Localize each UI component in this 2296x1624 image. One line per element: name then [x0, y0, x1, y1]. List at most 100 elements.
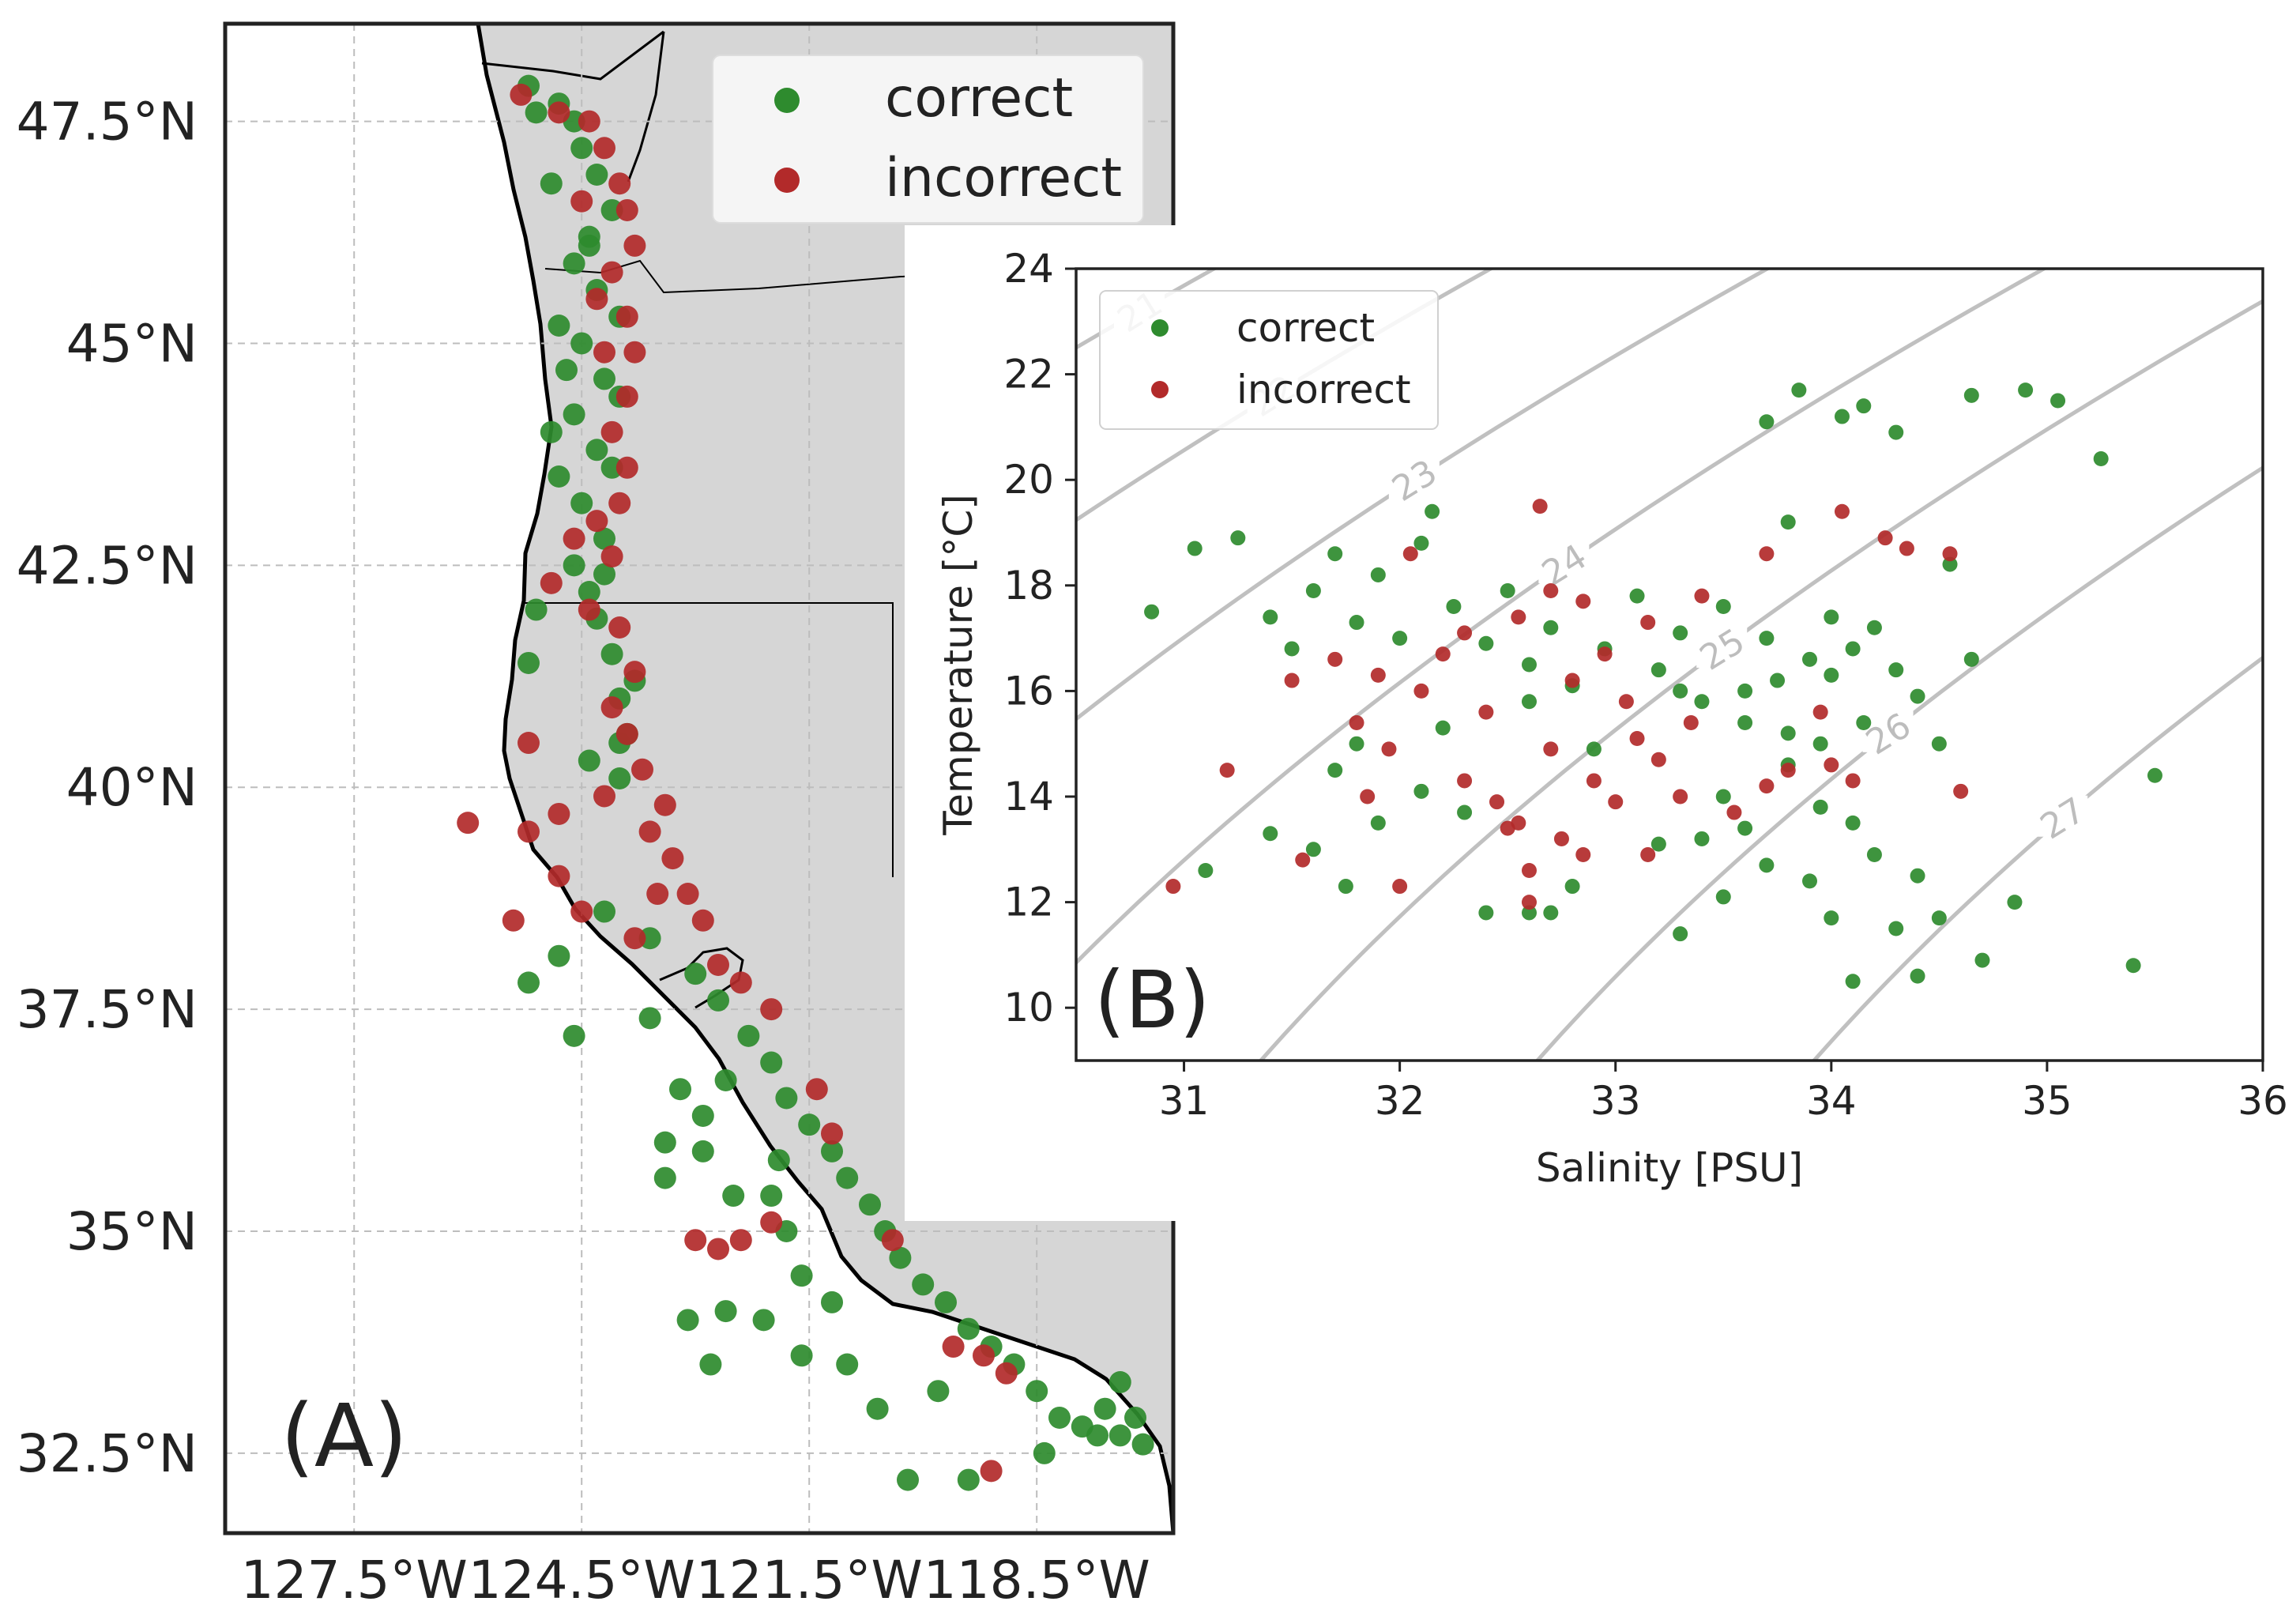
ts-point-correct	[1715, 789, 1731, 804]
map-point-incorrect	[760, 998, 783, 1021]
ts-point-correct	[2147, 767, 2162, 783]
ts-point-correct	[1845, 974, 1861, 989]
ts-points	[1144, 382, 2162, 989]
ts-point-correct	[1910, 688, 1925, 704]
map-y-tick-label: 32.5°N	[17, 1423, 198, 1484]
map-point-incorrect	[760, 1211, 783, 1234]
ts-point-incorrect	[1780, 763, 1796, 778]
ts-point-correct	[1543, 905, 1559, 921]
map-tick-labels: 127.5°W 124.5°W 121.5°W 118.5°W 47.5°N 45°N 42…	[17, 92, 1150, 1611]
ts-point-incorrect	[1457, 625, 1473, 641]
ts-point-correct	[1824, 667, 1839, 683]
ts-point-incorrect	[1543, 582, 1559, 598]
ts-point-correct	[1673, 683, 1688, 699]
map-point-incorrect	[600, 420, 623, 443]
ts-point-incorrect	[1824, 757, 1839, 773]
map-y-tick-label: 45°N	[66, 313, 198, 374]
map-point-correct	[608, 767, 631, 789]
ts-point-incorrect	[1953, 783, 1969, 799]
ts-point-correct	[1888, 662, 1904, 678]
map-point-correct	[578, 581, 600, 604]
map-point-correct	[790, 1264, 813, 1287]
ts-y-tick-label: 22	[1003, 352, 1054, 398]
map-point-correct	[714, 1300, 737, 1323]
map-legend: correct incorrect	[712, 55, 1144, 224]
map-point-correct	[1124, 1406, 1146, 1429]
map-point-incorrect	[973, 1344, 995, 1367]
isopycnal-line	[1534, 465, 2263, 1061]
map-point-correct	[593, 527, 615, 550]
map-point-incorrect	[600, 545, 623, 568]
map-y-tick-label: 40°N	[66, 757, 198, 818]
map-point-correct	[684, 963, 707, 985]
map-point-incorrect	[942, 1336, 965, 1358]
ts-point-incorrect	[1521, 863, 1537, 879]
ts-point-correct	[2125, 958, 2141, 974]
ts-point-incorrect	[1759, 546, 1775, 562]
ts-point-incorrect	[1295, 852, 1311, 868]
map-point-correct	[563, 1024, 585, 1047]
map-point-correct	[798, 1113, 821, 1136]
ts-point-incorrect	[1608, 794, 1624, 810]
map-point-correct	[1033, 1441, 1056, 1464]
ts-y-tick-label: 12	[1003, 880, 1054, 925]
map-point-incorrect	[638, 820, 661, 843]
ts-point-incorrect	[1511, 815, 1526, 831]
ts-point-incorrect	[1521, 895, 1537, 910]
map-point-incorrect	[457, 812, 480, 835]
isopycnal-label-bg	[1696, 626, 1748, 668]
ts-point-incorrect	[1673, 789, 1688, 804]
map-legend-label-incorrect: incorrect	[885, 147, 1122, 209]
ts-point-incorrect	[1586, 773, 1602, 789]
ts-point-correct	[1963, 651, 1979, 667]
ts-legend-box	[1099, 290, 1439, 430]
ts-x-tick-label: 33	[1590, 1078, 1641, 1124]
ts-point-correct	[1802, 873, 1818, 889]
ts-point-correct	[1521, 694, 1537, 710]
ts-y-tick-label: 20	[1003, 457, 1054, 503]
ts-x-tick-label: 32	[1375, 1078, 1425, 1124]
map-point-incorrect	[707, 1238, 729, 1260]
ts-point-correct	[1478, 635, 1494, 651]
ts-point-incorrect	[1532, 499, 1548, 514]
map-point-correct	[548, 465, 570, 488]
ts-point-correct	[1457, 804, 1473, 820]
map-point-correct	[821, 1140, 843, 1162]
ts-point-correct	[1673, 625, 1688, 641]
map-point-incorrect	[518, 732, 540, 755]
map-point-correct	[555, 359, 578, 382]
ts-point-incorrect	[1165, 879, 1181, 895]
map-point-correct	[691, 1140, 714, 1162]
ts-point-correct	[1370, 567, 1386, 582]
ts-point-correct	[1694, 694, 1710, 710]
map-point-correct	[752, 1309, 775, 1332]
ts-tick-labels: 31 32 33 34 35 36 10 12 14 16 18 20 22 24	[1003, 246, 2287, 1124]
ts-point-correct	[1327, 763, 1343, 778]
ts-point-incorrect	[1543, 741, 1559, 757]
ts-point-correct	[1327, 546, 1343, 562]
ts-point-correct	[1780, 725, 1796, 741]
ts-point-correct	[1866, 846, 1882, 862]
map-point-correct	[897, 1468, 919, 1491]
ts-point-incorrect	[1942, 546, 1958, 562]
ts-point-correct	[2093, 450, 2109, 466]
map-point-correct	[653, 1131, 676, 1154]
ts-point-correct	[1802, 651, 1818, 667]
ts-point-incorrect	[1759, 778, 1775, 794]
ts-point-correct	[1338, 879, 1353, 895]
ts-point-incorrect	[1877, 530, 1893, 546]
map-point-correct	[638, 1007, 661, 1030]
map-point-correct	[859, 1193, 881, 1216]
ts-point-incorrect	[1478, 704, 1494, 720]
map-point-incorrect	[502, 909, 525, 932]
ts-point-incorrect	[1402, 546, 1418, 562]
map-point-correct	[600, 456, 623, 479]
map-point-incorrect	[600, 696, 623, 719]
map-point-correct	[699, 1353, 722, 1376]
ts-point-correct	[1824, 910, 1839, 926]
ts-point-incorrect	[1553, 831, 1569, 846]
ts-point-correct	[1586, 741, 1602, 757]
map-point-correct	[548, 315, 570, 337]
ts-x-tick-label: 36	[2238, 1078, 2288, 1124]
ts-point-incorrect	[1845, 773, 1861, 789]
